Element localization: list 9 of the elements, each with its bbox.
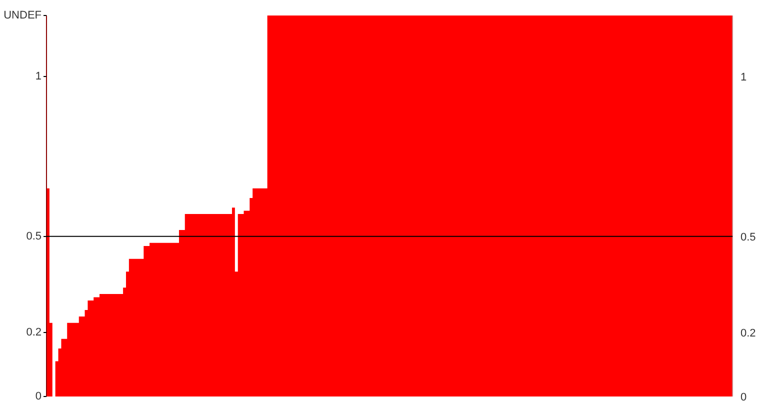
y2-tick-label: 0.2 [740,327,756,340]
y-tick-label: 0.2 [26,326,42,338]
y2-tick-label: 0.5 [740,231,756,244]
y-tick-label: 0.5 [26,230,42,242]
y2-tick-label: 0 [740,392,747,404]
y-tick-label: 0 [35,390,42,402]
y-tick-label: 1 [35,70,42,82]
y-tick-label: UNDEF [4,10,42,22]
y2-tick-label: 1 [740,71,747,84]
